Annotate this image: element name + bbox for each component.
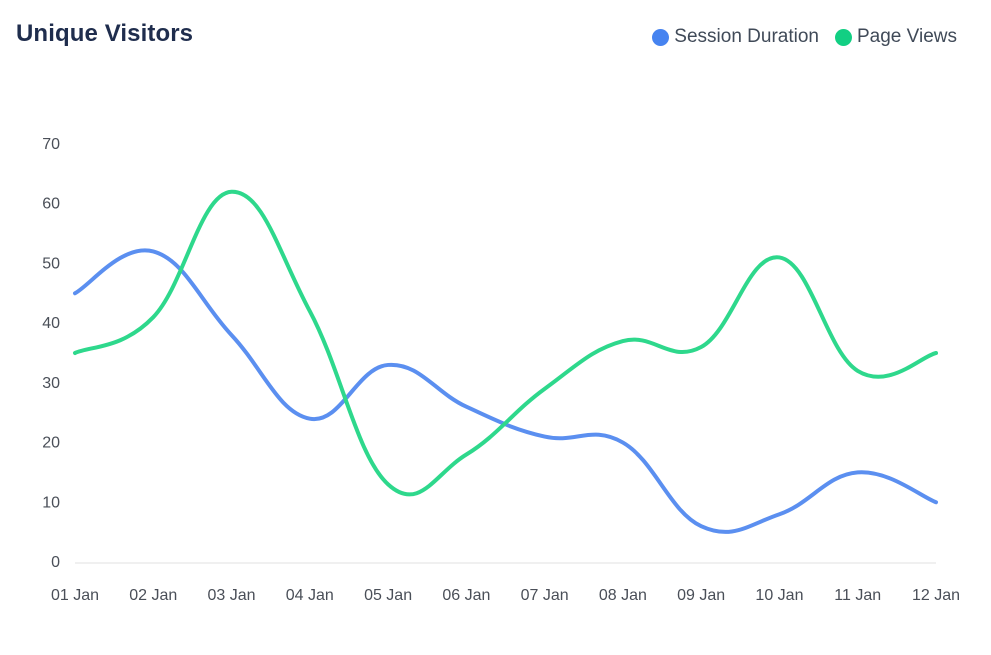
x-tick-label: 08 Jan — [599, 587, 647, 604]
x-tick-label: 05 Jan — [364, 587, 412, 604]
y-tick-label: 40 — [42, 315, 60, 332]
y-tick-label: 60 — [42, 196, 60, 213]
chart-title: Unique Visitors — [16, 20, 194, 47]
x-tick-label: 01 Jan — [51, 587, 99, 604]
x-tick-label: 02 Jan — [129, 587, 177, 604]
x-tick-label: 12 Jan — [912, 587, 960, 604]
x-axis: 01 Jan 02 Jan 03 Jan 04 Jan 05 Jan 06 Jan 07 J… — [51, 587, 960, 604]
x-tick-label: 10 Jan — [755, 587, 803, 604]
legend-label-session-duration: Session Duration — [674, 26, 819, 47]
x-tick-label: 03 Jan — [208, 587, 256, 604]
y-tick-label: 20 — [42, 435, 60, 452]
y-axis: 0 10 20 30 40 50 60 70 — [42, 136, 60, 571]
y-tick-label: 50 — [42, 255, 60, 272]
legend-item-page-views[interactable]: Page Views — [835, 26, 957, 48]
legend-marker-page-views — [835, 28, 852, 46]
x-tick-label: 11 Jan — [834, 587, 881, 604]
series-line-page-views[interactable] — [73, 189, 938, 497]
x-tick-label: 07 Jan — [521, 587, 569, 604]
y-tick-label: 0 — [51, 554, 60, 571]
y-tick-label: 70 — [42, 136, 60, 153]
x-tick-label: 04 Jan — [286, 587, 334, 604]
x-tick-label: 09 Jan — [677, 587, 725, 604]
y-tick-label: 30 — [42, 375, 60, 392]
y-tick-label: 10 — [42, 494, 60, 511]
legend-item-session-duration[interactable]: Session Duration — [652, 26, 819, 48]
x-tick-label: 06 Jan — [442, 587, 490, 604]
legend: Session Duration Page Views — [652, 26, 957, 48]
legend-marker-session-duration — [652, 28, 670, 46]
series-line-session-duration[interactable] — [73, 248, 938, 534]
series-group — [73, 189, 938, 534]
legend-label-page-views: Page Views — [857, 26, 957, 47]
